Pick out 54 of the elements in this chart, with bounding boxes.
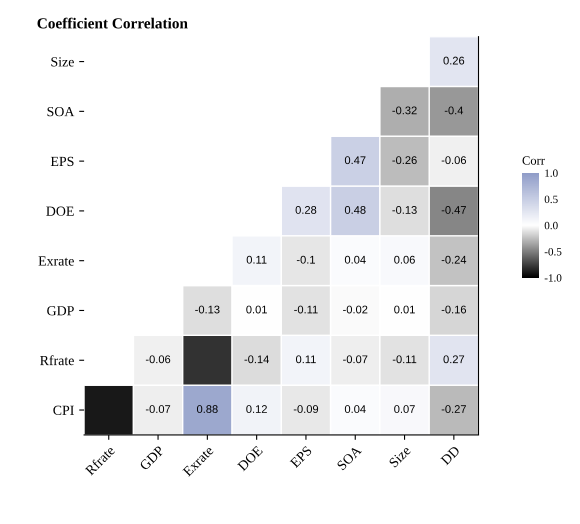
data-label: 0.11	[296, 355, 316, 364]
data-label: -0.47	[442, 206, 466, 214]
y-tick-label: CPI	[53, 406, 74, 415]
data-label: -0.07	[146, 405, 170, 414]
x-tick-label: GDP	[139, 445, 165, 471]
y-tick-label: SOA	[48, 106, 74, 116]
x-tick-label: Size	[388, 445, 412, 468]
data-label: 0.28	[296, 206, 316, 214]
data-label: -0.06	[442, 156, 466, 164]
data-label: -0.11	[392, 355, 416, 364]
chart-title: Coefficient Correlation	[38, 18, 188, 28]
data-label: -0.24	[442, 256, 466, 264]
color-bar-label: 1.0	[545, 169, 558, 177]
data-label: -0.09	[294, 405, 318, 414]
data-label: -0.11	[294, 306, 318, 314]
data-label: -0.26	[392, 156, 417, 164]
color-bar-title: Corr	[522, 156, 545, 165]
data-label: 0.04	[344, 405, 366, 414]
data-label: 0.07	[394, 405, 415, 414]
data-label: 0.26	[443, 56, 464, 65]
data-label: 0.01	[394, 306, 415, 314]
x-tick-label: SOA	[336, 445, 362, 471]
data-label: -0.27	[442, 405, 466, 414]
y-tick-label: Size	[51, 57, 74, 67]
data-label: -0.16	[442, 306, 466, 314]
data-label: 0.88	[196, 405, 218, 414]
data-label: -0.1	[296, 256, 315, 264]
color-bar-label: 0.0	[544, 222, 558, 230]
data-label: -0.13	[392, 206, 417, 214]
data-label: 0.04	[344, 256, 366, 264]
color-bar-label: -1.0	[544, 274, 562, 282]
data-label: 0.11	[246, 256, 267, 264]
data-label: 0.12	[246, 405, 267, 414]
x-tick-label: DD	[440, 445, 460, 466]
data-label: 0.06	[394, 256, 415, 264]
data-label: -0.13	[195, 306, 220, 314]
x-tick-label: EPS	[290, 446, 312, 468]
data-label: -0.32	[392, 106, 417, 114]
y-tick-label: Rfrate	[40, 355, 74, 366]
data-label: -0.02	[343, 306, 368, 314]
data-label: -0.06	[146, 355, 170, 364]
data-label: 0.27	[443, 355, 464, 364]
y-tick-label: DOE	[46, 206, 74, 216]
y-tick-label: EPS	[50, 156, 74, 166]
color-bar-label: -0.5	[544, 248, 562, 256]
y-tick-label: GDP	[47, 306, 74, 316]
color-bar-label: 0.5	[544, 196, 558, 204]
data-label: -0.14	[244, 355, 269, 364]
data-label: -0.07	[343, 355, 368, 364]
data-label: 0.47	[344, 156, 366, 164]
data-label: 0.01	[246, 306, 267, 314]
data-label: 0.48	[344, 206, 366, 214]
y-tick-label: Exrate	[38, 256, 74, 266]
data-label: -0.4	[444, 106, 464, 114]
